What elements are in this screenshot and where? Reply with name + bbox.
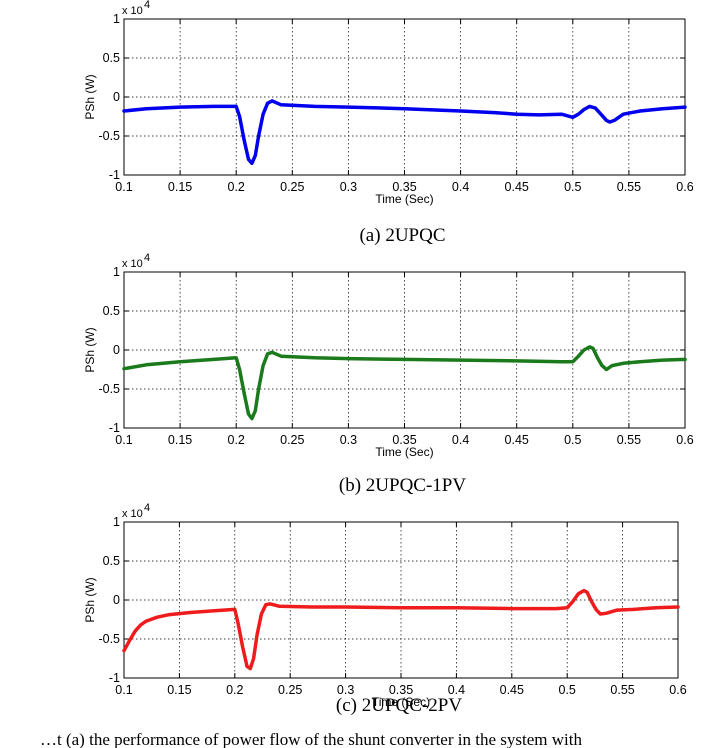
y-tick-label: 1 xyxy=(113,515,120,529)
y-exponent-label: 4 xyxy=(144,502,150,514)
x-tick-label: 0.6 xyxy=(676,180,693,194)
y-tick-label: 1 xyxy=(113,12,120,26)
panel-caption: (a) 2UPQC xyxy=(359,225,445,246)
x-axis-label: Time (Sec) xyxy=(375,445,433,459)
panel-caption: (c) 2UPQC-2PV xyxy=(336,695,462,716)
x-tick-label: 0.6 xyxy=(669,683,686,697)
x-axis-label: Time (Sec) xyxy=(375,192,433,206)
plot-frame xyxy=(123,18,686,176)
x-tick-label: 0.3 xyxy=(340,433,357,447)
y-axis-label: PSh (W) xyxy=(83,327,97,372)
x-tick-label: 0.45 xyxy=(505,433,529,447)
x-tick-label: 0.2 xyxy=(226,683,243,697)
x-tick-label: 0.15 xyxy=(168,433,192,447)
x-tick-label: 0.3 xyxy=(337,683,354,697)
x-tick-label: 0.35 xyxy=(392,180,416,194)
x-tick-label: 0.45 xyxy=(500,683,524,697)
x-tick-label: 0.4 xyxy=(452,433,469,447)
x-tick-label: 0.55 xyxy=(617,180,641,194)
chart-panel-3: 0.1 0.15 0.2 0.25 0.3 0.35 0.4 0.45 0.5 0.55 0.6 -1… xyxy=(83,502,687,716)
x-tick-label: 0.1 xyxy=(115,433,132,447)
y-tick-label: 1 xyxy=(113,265,120,279)
series-line xyxy=(122,345,687,421)
x-tick-label: 0.2 xyxy=(228,433,245,447)
series-line xyxy=(122,588,680,671)
x-tick-label: 0.25 xyxy=(280,433,304,447)
x-tick-label: 0.35 xyxy=(389,683,413,697)
x-tick-label: 0.5 xyxy=(564,180,581,194)
y-tick-label: -1 xyxy=(109,671,120,685)
x-tick-label: 0.4 xyxy=(448,683,465,697)
x-tick-label: 0.55 xyxy=(610,683,634,697)
y-tick-label: -0.5 xyxy=(98,129,120,143)
y-axis-label: PSh (W) xyxy=(83,577,97,622)
x-tick-label: 0.1 xyxy=(115,180,132,194)
y-tick-label: 0 xyxy=(113,90,120,104)
x-tick-label: 0.15 xyxy=(168,180,192,194)
y-exponent-label: 4 xyxy=(144,0,150,11)
x-tick-label: 0.25 xyxy=(278,683,302,697)
plot-frame xyxy=(123,521,679,679)
y-tick-label: -1 xyxy=(109,421,120,435)
y-tick-label: -0.5 xyxy=(98,382,120,396)
y-multiplier-label: x 10 xyxy=(122,258,143,270)
chart-panel-1: 0.1 0.15 0.2 0.25 0.3 0.35 0.4 0.45 0.5 0.55 0.6 -1… xyxy=(83,0,694,246)
x-tick-label: 0.5 xyxy=(564,433,581,447)
y-multiplier-label: x 10 xyxy=(122,508,143,520)
x-tick-label: 0.6 xyxy=(676,433,693,447)
figure-footnote-text: …t (a) the performance of power flow of … xyxy=(40,730,582,748)
x-tick-label: 0.2 xyxy=(228,180,245,194)
y-tick-label: 0.5 xyxy=(103,51,120,65)
x-axis-label: Time (Sec) xyxy=(372,695,430,709)
y-axis-label: PSh (W) xyxy=(83,74,97,119)
x-tick-label: 0.1 xyxy=(115,683,132,697)
y-tick-label: 0 xyxy=(113,343,120,357)
x-tick-label: 0.25 xyxy=(280,180,304,194)
y-tick-label: 0.5 xyxy=(103,554,120,568)
y-exponent-label: 4 xyxy=(144,252,150,264)
plot-frame xyxy=(123,271,686,429)
y-multiplier-label: x 10 xyxy=(122,5,143,17)
x-tick-label: 0.15 xyxy=(167,683,191,697)
x-tick-label: 0.4 xyxy=(452,180,469,194)
y-tick-label: -1 xyxy=(109,168,120,182)
y-tick-label: 0.5 xyxy=(103,304,120,318)
series-line xyxy=(122,99,687,166)
x-tick-label: 0.5 xyxy=(559,683,576,697)
y-tick-label: -0.5 xyxy=(98,632,120,646)
y-tick-label: 0 xyxy=(113,593,120,607)
x-tick-label: 0.45 xyxy=(505,180,529,194)
x-tick-label: 0.3 xyxy=(340,180,357,194)
x-tick-label: 0.55 xyxy=(617,433,641,447)
panel-caption: (b) 2UPQC-1PV xyxy=(339,475,466,496)
x-tick-label: 0.35 xyxy=(392,433,416,447)
chart-panel-2: 0.1 0.15 0.2 0.25 0.3 0.35 0.4 0.45 0.5 0.55 0.6 -1… xyxy=(83,252,694,496)
